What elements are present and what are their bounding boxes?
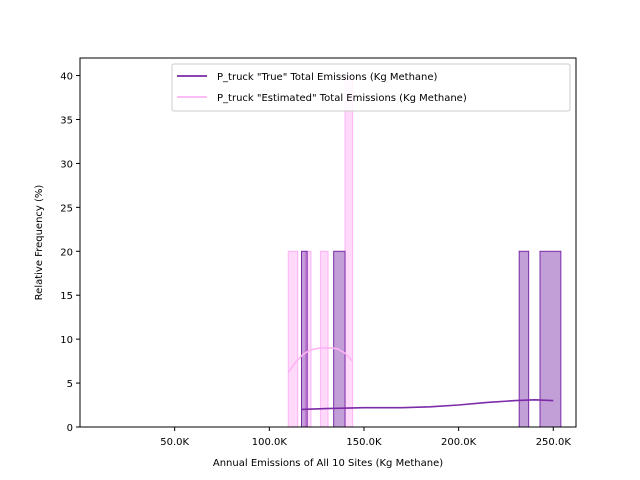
true-bar	[300, 250, 308, 428]
y-tick-label: 0	[67, 423, 73, 434]
true-series	[300, 250, 562, 428]
estimated-bar	[344, 75, 354, 428]
y-tick-label: 30	[60, 159, 73, 170]
y-tick-label: 20	[60, 247, 73, 258]
legend-label-true: P_truck "True" Total Emissions (Kg Metha…	[217, 72, 438, 83]
true-kde-curve	[301, 398, 554, 411]
y-tick-label: 15	[60, 291, 73, 302]
estimated-kde-curve	[287, 347, 354, 373]
y-tick-label: 10	[60, 335, 73, 346]
y-tick-label: 25	[60, 203, 73, 214]
y-axis: 0 5 10 15 20 25 30 35 40	[60, 72, 80, 434]
kde-curves	[287, 347, 554, 411]
true-bar	[333, 250, 346, 428]
x-tick-label: 200.0K	[441, 437, 477, 448]
estimated-bar	[319, 250, 329, 428]
x-tick-label: 150.0K	[346, 437, 382, 448]
legend: P_truck "True" Total Emissions (Kg Metha…	[171, 63, 571, 112]
y-tick-label: 5	[67, 379, 73, 390]
plot-frame	[79, 57, 577, 428]
x-axis-label: Annual Emissions of All 10 Sites (Kg Met…	[213, 458, 443, 469]
estimated-bar	[287, 250, 299, 428]
y-tick-label: 35	[60, 116, 73, 127]
legend-label-estimated: P_truck "Estimated" Total Emissions (Kg …	[217, 93, 467, 104]
x-tick-label: 250.0K	[536, 437, 572, 448]
y-axis-label: Relative Frequency (%)	[34, 185, 45, 301]
legend-box	[171, 63, 571, 112]
x-axis: 50.0K 100.0K 150.0K 200.0K 250.0K	[160, 427, 571, 448]
x-tick-label: 100.0K	[252, 437, 288, 448]
x-tick-label: 50.0K	[160, 437, 189, 448]
y-tick-label: 40	[60, 72, 73, 83]
